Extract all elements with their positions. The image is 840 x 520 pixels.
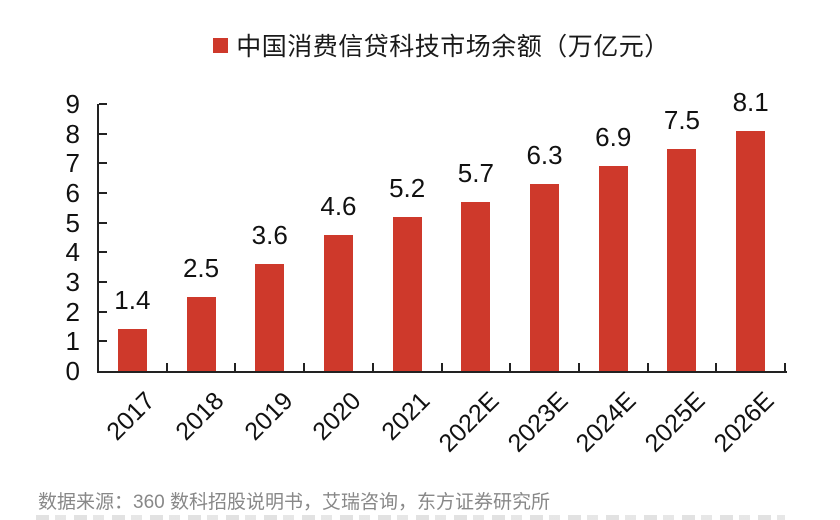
y-tick-label: 6 xyxy=(65,178,80,208)
y-tick-mark xyxy=(99,340,107,343)
y-tick-mark xyxy=(99,251,107,254)
bar-value-label: 4.6 xyxy=(320,190,357,221)
y-tick-label: 4 xyxy=(65,237,80,268)
legend-square-marker xyxy=(213,37,229,53)
legend-label: 中国消费信贷科技市场余额（万亿元） xyxy=(236,33,670,61)
x-tick-mark xyxy=(371,363,374,371)
bar xyxy=(461,201,491,371)
bar xyxy=(323,234,353,371)
source-note: 数据来源：360 数科招股说明书，艾瑞咨询，东方证券研究所 xyxy=(38,492,550,513)
clipped-next-line-text xyxy=(36,515,785,520)
y-tick-label: 9 xyxy=(65,89,80,119)
x-tick-mark xyxy=(646,363,649,371)
bar xyxy=(598,166,628,371)
bar xyxy=(667,148,697,371)
bar xyxy=(736,130,766,371)
x-tick-mark xyxy=(509,363,512,371)
x-tick-mark xyxy=(303,363,306,371)
bar xyxy=(186,296,216,371)
bar-chart: 0 1 2 3 4 5 6 7 8 9 1.4 2017 2.5 2018 3.6 2019 4.6 2020 5.… xyxy=(65,86,787,458)
y-tick-mark xyxy=(99,281,107,283)
y-tick-label: 2 xyxy=(65,296,80,327)
x-tick-mark xyxy=(234,363,237,371)
bar-value-label: 5.7 xyxy=(457,157,494,188)
bar-value-label: 3.6 xyxy=(251,220,288,251)
bar xyxy=(117,329,147,371)
chart-legend: 中国消费信贷科技市场余额（万亿元） xyxy=(98,28,785,62)
x-tick-mark xyxy=(784,363,786,371)
y-tick-mark xyxy=(99,103,107,105)
y-tick-label: 1 xyxy=(65,326,80,357)
x-tick-mark xyxy=(440,363,443,371)
y-tick-label: 0 xyxy=(65,356,80,386)
bar xyxy=(255,264,285,371)
y-axis-line xyxy=(97,104,99,373)
y-tick-mark xyxy=(99,162,107,165)
bar-value-label: 8.1 xyxy=(732,86,769,117)
y-tick-label: 7 xyxy=(65,148,80,179)
bar-value-label: 6.3 xyxy=(526,140,563,171)
y-tick-mark xyxy=(99,132,107,135)
x-tick-mark xyxy=(97,363,99,371)
y-tick-label: 8 xyxy=(65,118,80,149)
x-tick-mark xyxy=(715,363,718,371)
x-axis-line xyxy=(97,371,787,373)
y-tick-label: 5 xyxy=(65,207,80,238)
x-tick-mark xyxy=(165,363,168,371)
bar-value-label: 2.5 xyxy=(182,252,220,283)
bar xyxy=(392,216,422,371)
bar-value-label: 5.2 xyxy=(389,172,426,203)
y-tick-mark xyxy=(99,310,107,313)
bar-value-label: 6.9 xyxy=(595,122,632,153)
y-tick-label: 3 xyxy=(65,267,80,297)
bar-value-label: 7.5 xyxy=(663,104,701,135)
y-tick-mark xyxy=(99,221,107,224)
y-tick-mark xyxy=(99,192,107,194)
bar xyxy=(530,184,560,371)
bar-value-label: 1.4 xyxy=(114,285,151,316)
x-tick-mark xyxy=(577,363,580,371)
